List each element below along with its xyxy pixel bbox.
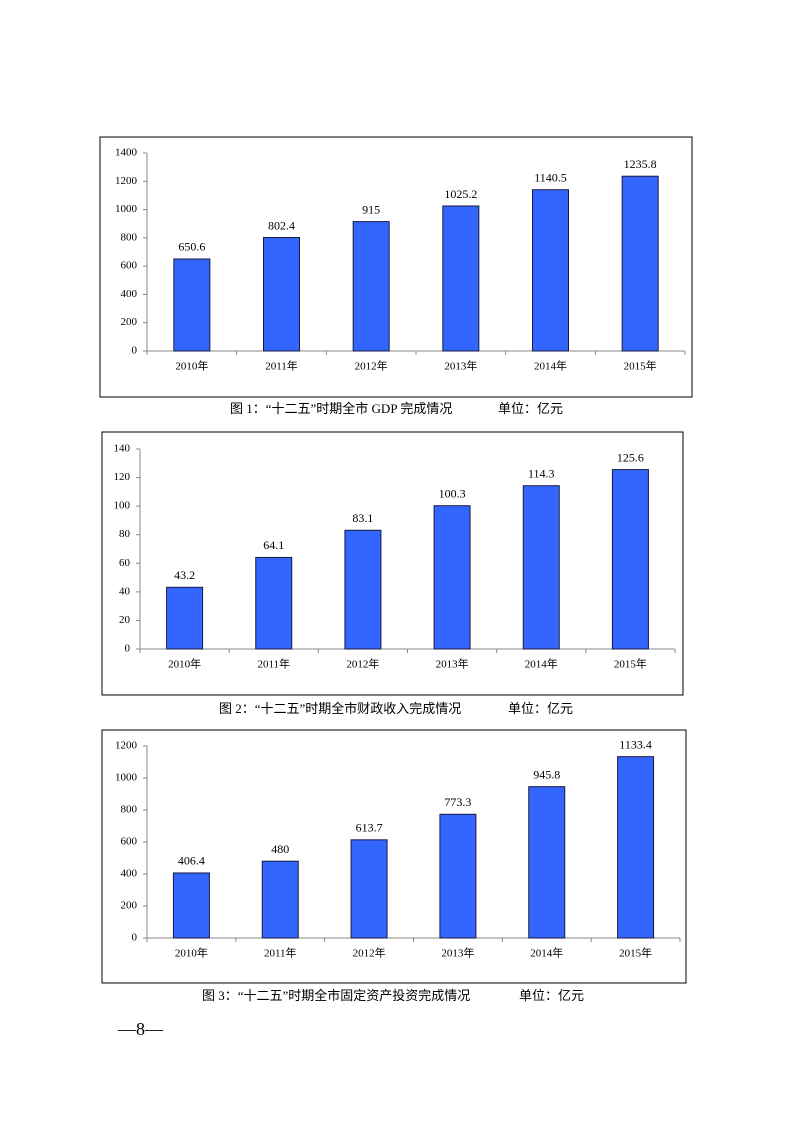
y-tick-label: 140 — [114, 443, 131, 455]
bar — [172, 872, 210, 939]
y-tick-label: 800 — [121, 804, 138, 816]
data-label: 915 — [362, 202, 380, 216]
bar — [344, 529, 382, 650]
chart-caption: 图 1：“十二五”时期全市 GDP 完成情况 — [230, 401, 452, 416]
x-tick-label: 2013年 — [441, 946, 474, 960]
y-tick-label: 1200 — [115, 740, 138, 752]
bar — [621, 175, 659, 352]
data-label: 100.3 — [439, 486, 466, 500]
x-tick-label: 2011年 — [264, 946, 297, 960]
bar — [617, 756, 655, 939]
y-tick-label: 1000 — [115, 772, 138, 784]
x-tick-label: 2015年 — [624, 359, 657, 373]
bar — [166, 586, 204, 650]
bar — [173, 258, 211, 352]
data-label: 406.4 — [178, 854, 205, 868]
chart-caption: 图 3：“十二五”时期全市固定资产投资完成情况 — [202, 988, 470, 1003]
data-label: 613.7 — [356, 821, 383, 835]
y-tick-label: 1400 — [115, 147, 138, 159]
y-tick-label: 0 — [125, 643, 131, 655]
x-tick-label: 2014年 — [530, 946, 563, 960]
bar — [528, 786, 566, 939]
y-tick-label: 200 — [121, 316, 138, 328]
data-label: 43.2 — [174, 568, 195, 582]
x-tick-label: 2015年 — [614, 657, 647, 671]
x-tick-label: 2012年 — [353, 946, 386, 960]
y-tick-label: 120 — [114, 471, 131, 483]
bar — [255, 556, 293, 650]
chart-unit: 单位：亿元 — [498, 401, 563, 416]
bar — [522, 485, 560, 650]
chart-unit: 单位：亿元 — [519, 988, 584, 1003]
data-label: 773.3 — [444, 795, 471, 809]
y-tick-label: 600 — [121, 836, 138, 848]
y-tick-label: 400 — [121, 288, 138, 300]
y-tick-label: 0 — [132, 932, 138, 944]
bar — [350, 839, 388, 939]
x-tick-label: 2012年 — [355, 359, 388, 373]
x-tick-label: 2010年 — [175, 946, 208, 960]
x-tick-label: 2015年 — [619, 946, 652, 960]
data-label: 1235.8 — [624, 157, 657, 171]
bar — [532, 189, 569, 352]
y-tick-label: 100 — [114, 500, 131, 512]
x-tick-label: 2014年 — [525, 657, 558, 671]
x-tick-label: 2012年 — [346, 657, 379, 671]
chart-unit: 单位：亿元 — [508, 701, 573, 716]
x-tick-label: 2014年 — [534, 359, 567, 373]
y-tick-label: 80 — [119, 528, 131, 540]
x-tick-label: 2010年 — [168, 657, 201, 671]
data-label: 114.3 — [528, 466, 555, 480]
chart-frame — [101, 431, 684, 696]
chart-frame — [99, 136, 693, 398]
y-tick-label: 60 — [119, 557, 131, 569]
bar — [263, 237, 300, 352]
y-tick-label: 0 — [132, 345, 138, 357]
bar — [261, 860, 299, 939]
x-tick-label: 2011年 — [257, 657, 290, 671]
y-tick-label: 1000 — [115, 203, 138, 215]
bar — [442, 205, 480, 352]
chart-frame — [101, 729, 687, 984]
data-label: 1025.2 — [444, 187, 477, 201]
data-label: 1133.4 — [619, 737, 652, 751]
bar — [611, 469, 649, 650]
page-number: —8— — [117, 1019, 164, 1039]
y-tick-label: 800 — [121, 231, 138, 243]
x-tick-label: 2011年 — [265, 359, 298, 373]
data-label: 1140.5 — [534, 170, 567, 184]
bar — [433, 505, 471, 650]
data-label: 64.1 — [263, 538, 284, 552]
y-tick-label: 20 — [119, 614, 131, 626]
x-tick-label: 2010年 — [175, 359, 208, 373]
y-tick-label: 600 — [121, 260, 138, 272]
x-tick-label: 2013年 — [444, 359, 477, 373]
data-label: 945.8 — [533, 767, 560, 781]
data-label: 650.6 — [178, 240, 205, 254]
bar — [439, 813, 477, 939]
data-label: 480 — [271, 842, 289, 856]
y-tick-label: 1200 — [115, 175, 138, 187]
y-tick-label: 200 — [121, 900, 138, 912]
data-label: 125.6 — [617, 450, 644, 464]
chart-caption: 图 2：“十二五”时期全市财政收入完成情况 — [219, 701, 461, 716]
bar — [352, 221, 390, 352]
x-tick-label: 2013年 — [436, 657, 469, 671]
data-label: 83.1 — [352, 511, 373, 525]
y-tick-label: 400 — [121, 868, 138, 880]
data-label: 802.4 — [268, 218, 295, 232]
y-tick-label: 40 — [119, 585, 131, 597]
